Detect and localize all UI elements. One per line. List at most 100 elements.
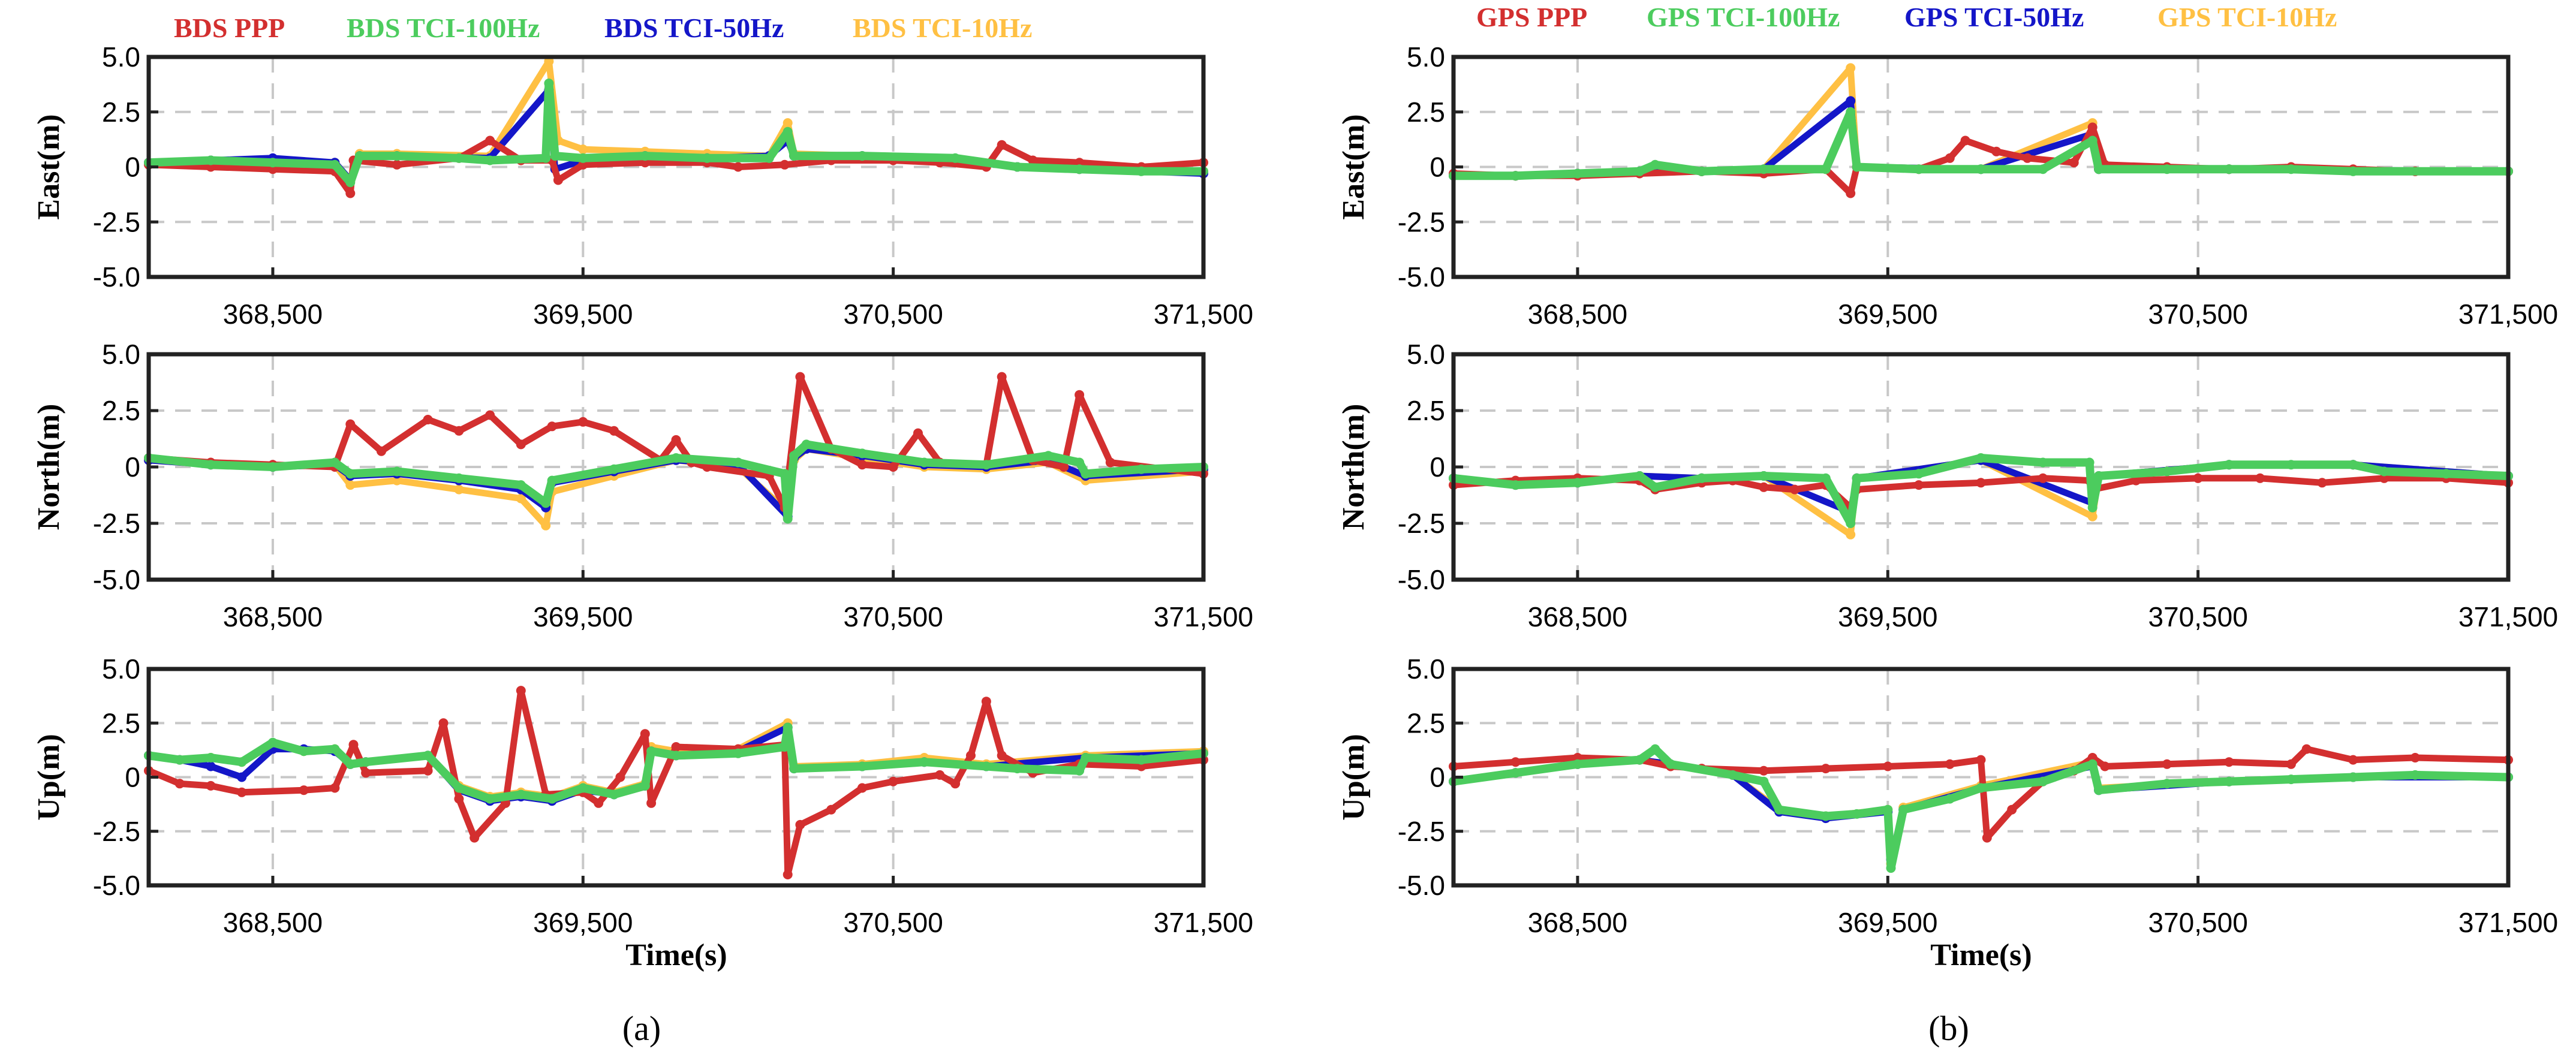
- legend-ppp: BDS PPP: [174, 13, 285, 43]
- data-point-ppp: [438, 718, 449, 728]
- data-point-ppp: [1883, 761, 1893, 771]
- data-point-tci100: [1136, 166, 1146, 176]
- data-point-tci100: [857, 448, 867, 459]
- data-point-tci100: [1075, 765, 1085, 776]
- y-tick-label: 2.5: [1407, 395, 1445, 426]
- series-line-tci10: [1450, 64, 2512, 179]
- y-tick-label: -5.0: [1398, 261, 1445, 293]
- data-point-tci100: [1883, 804, 1893, 815]
- data-point-tci100: [1650, 744, 1660, 754]
- y-tick-label: -5.0: [1398, 870, 1445, 901]
- data-point-tci100: [2038, 164, 2048, 174]
- x-tick-label: 369,500: [1838, 907, 1937, 938]
- data-point-tci100: [1012, 162, 1022, 172]
- data-point-tci100: [1759, 776, 1769, 786]
- x-tick-label: 368,500: [223, 299, 323, 330]
- data-point-ppp: [1982, 833, 1992, 843]
- data-point-ppp: [237, 787, 247, 797]
- data-point-tci100: [640, 780, 650, 791]
- series-ppp: [144, 686, 1208, 879]
- x-tick-label: 368,500: [1528, 907, 1627, 938]
- data-point-ppp: [2255, 473, 2265, 483]
- data-point-ppp: [1510, 757, 1521, 767]
- data-point-ppp: [997, 372, 1007, 382]
- series-tci100: [144, 79, 1208, 188]
- series-tci100: [144, 722, 1208, 804]
- data-point-tci50: [206, 761, 216, 771]
- data-point-tci100: [2038, 776, 2048, 786]
- y-tick-label: 5.0: [102, 339, 140, 370]
- data-point-tci100: [1820, 473, 1831, 483]
- data-point-ppp: [348, 740, 359, 750]
- data-point-tci100: [2094, 471, 2104, 481]
- y-axis-label: North(m): [1337, 404, 1371, 531]
- data-point-tci100: [1976, 164, 1986, 174]
- x-tick-label: 370,500: [2148, 601, 2248, 632]
- data-point-tci100: [206, 155, 216, 165]
- data-point-tci10: [1846, 63, 1856, 73]
- y-tick-label: 0: [1430, 451, 1445, 483]
- data-point-tci100: [1846, 107, 1856, 117]
- data-point-tci10: [1846, 529, 1856, 539]
- data-point-ppp: [1759, 482, 1769, 492]
- data-point-ppp: [470, 833, 480, 843]
- data-point-ppp: [2087, 122, 2097, 132]
- data-point-ppp: [454, 794, 464, 804]
- data-point-tci100: [2087, 502, 2097, 513]
- data-point-tci100: [2441, 469, 2451, 479]
- series-line-tci10: [1450, 457, 2512, 538]
- data-point-tci100: [646, 746, 657, 756]
- data-point-tci100: [702, 153, 712, 163]
- legend-tci100: BDS TCI-100Hz: [347, 13, 540, 43]
- data-point-ppp: [299, 785, 309, 795]
- data-point-ppp: [2162, 759, 2172, 769]
- data-point-tci10: [2087, 511, 2097, 522]
- series-line-ppp: [145, 687, 1207, 878]
- data-point-ppp: [1945, 153, 1955, 163]
- data-point-tci10: [345, 480, 356, 490]
- panel-up: 5.0 2.5 0 -2.5 -5.0 368,500 369,500 370,500 371,…: [32, 653, 1253, 938]
- y-tick-label: -2.5: [93, 816, 140, 847]
- data-point-tci100: [2162, 164, 2172, 174]
- data-point-tci100: [174, 755, 185, 765]
- data-point-ppp: [594, 798, 604, 808]
- data-point-tci100: [345, 177, 356, 188]
- legend-tci100: GPS TCI-100Hz: [1647, 2, 1840, 32]
- data-point-ppp: [1105, 457, 1115, 468]
- data-point-ppp: [997, 750, 1007, 761]
- data-point-ppp: [553, 175, 563, 185]
- y-tick-label: 5.0: [102, 41, 140, 73]
- x-tick-label: 368,500: [1528, 299, 1627, 330]
- data-point-tci100: [783, 514, 793, 524]
- data-point-tci100: [2348, 460, 2358, 470]
- data-point-tci100: [2348, 166, 2358, 176]
- series-tci100: [144, 439, 1208, 524]
- x-tick-label: 371,500: [1154, 601, 1253, 632]
- data-point-ppp: [2379, 473, 2390, 483]
- data-point-tci100: [2286, 460, 2296, 470]
- data-point-ppp: [2224, 757, 2234, 767]
- data-point-tci100: [1572, 168, 1582, 179]
- data-point-ppp: [547, 421, 557, 432]
- y-tick-label: 5.0: [1407, 41, 1445, 73]
- data-point-ppp: [857, 460, 867, 470]
- y-tick-label: 2.5: [102, 707, 140, 739]
- data-point-tci100: [857, 761, 867, 771]
- data-point-tci100: [267, 737, 278, 747]
- y-tick-label: -5.0: [93, 870, 140, 901]
- data-point-ppp: [2007, 804, 2017, 815]
- y-axis-label: East(m): [32, 114, 66, 219]
- data-point-tci100: [2162, 779, 2172, 789]
- data-point-ppp: [578, 417, 588, 427]
- data-point-ppp: [857, 783, 867, 793]
- data-point-tci100: [801, 439, 811, 450]
- data-point-tci100: [1650, 482, 1660, 492]
- x-axis-label: Time(s): [625, 938, 727, 972]
- y-tick-label: -2.5: [93, 508, 140, 539]
- data-point-tci100: [1976, 783, 1986, 793]
- data-point-ppp: [780, 159, 790, 170]
- data-point-tci100: [1852, 162, 1862, 172]
- y-tick-label: 5.0: [102, 653, 140, 685]
- data-point-ppp: [2038, 473, 2048, 483]
- data-point-ppp: [2301, 744, 2312, 754]
